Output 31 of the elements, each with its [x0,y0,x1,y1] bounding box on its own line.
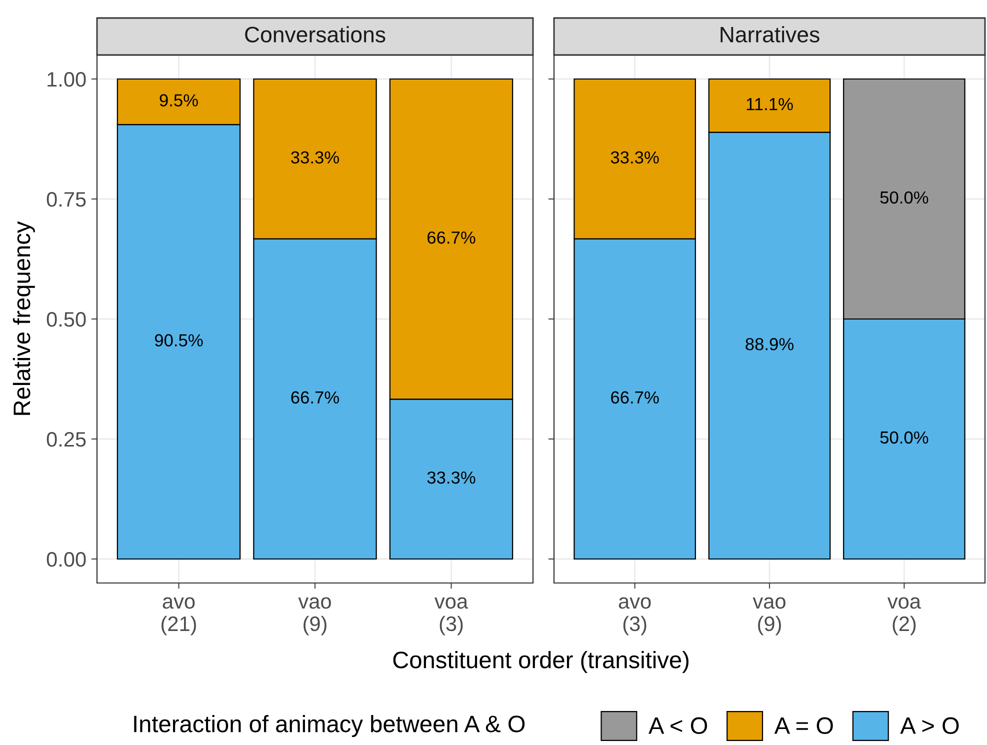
legend-label: A > O [900,717,959,734]
y-tick-label: 1.00 [48,72,86,87]
data-label: 88.9% [746,338,794,350]
y-axis-title: Relative frequency [12,221,35,415]
data-label: 90.5% [154,334,203,346]
x-tick-label: avo (21) [162,597,196,636]
x-axis-title: Constituent order (transitive) [393,650,688,673]
y-tick-label: 0.25 [46,432,86,447]
x-tick-label: vao (9) [298,597,331,636]
y-tick-label: 0.00 [46,552,86,567]
data-label: 50.0% [880,431,928,444]
x-tick-label: voa (3) [434,597,468,636]
y-tick-label: 0.50 [46,312,86,327]
legend-label: A < O [648,717,708,734]
data-label: 33.3% [427,471,476,484]
x-tick-label: vao (9) [752,597,786,636]
data-label: 66.7% [291,391,339,404]
data-label: 11.1% [746,98,793,110]
chart-title: Conversations [245,26,386,42]
x-tick-label: voa (2) [887,597,921,636]
data-label: 9.5% [160,94,198,106]
chart-title: Narratives [720,26,820,42]
data-label: 66.7% [428,231,476,244]
data-label: 66.7% [611,391,659,404]
x-tick-label: avo (3) [618,597,651,636]
legend-label: A = O [774,717,833,734]
data-label: 33.3% [291,151,339,164]
data-label: 33.3% [610,151,659,164]
legend-title: Interaction of animacy between A & O [134,714,525,738]
y-tick-label: 0.75 [46,192,86,207]
data-label: 50.0% [880,191,928,204]
